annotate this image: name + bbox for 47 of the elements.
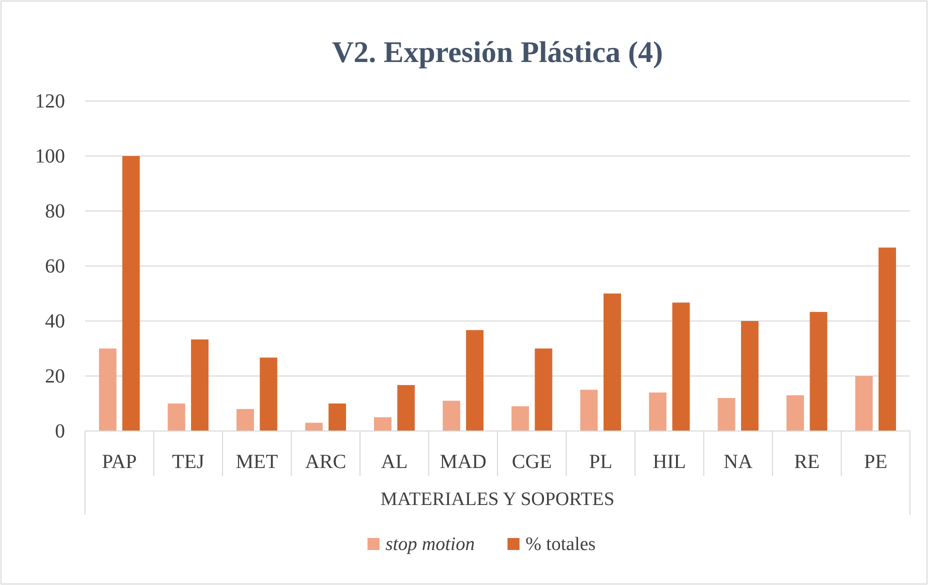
bar xyxy=(580,390,598,431)
bar xyxy=(718,398,736,431)
legend-label: % totales xyxy=(526,534,596,555)
bar xyxy=(374,417,392,431)
bar xyxy=(878,248,896,431)
x-axis-title: MATERIALES Y SOPORTES xyxy=(380,489,614,510)
bar xyxy=(534,348,552,431)
bar xyxy=(191,339,209,431)
y-tick-label: 40 xyxy=(45,310,65,332)
bar xyxy=(122,156,140,431)
x-tick-label: CGE xyxy=(512,451,552,473)
y-tick-label: 100 xyxy=(35,145,65,168)
bar xyxy=(741,321,759,431)
x-tick-label: MET xyxy=(236,451,278,473)
x-tick-label: PAP xyxy=(102,451,137,473)
x-tick-label: RE xyxy=(794,451,820,473)
bar xyxy=(855,376,873,431)
x-tick-label: TEJ xyxy=(172,451,204,473)
x-tick-label: HIL xyxy=(652,451,686,473)
y-tick-label: 20 xyxy=(45,365,65,388)
bar xyxy=(442,400,460,431)
bar xyxy=(648,392,666,431)
x-tick-label: PE xyxy=(864,451,888,473)
x-tick-label: MAD xyxy=(440,451,486,473)
bar xyxy=(168,404,186,431)
bar xyxy=(98,348,116,431)
x-tick-label: NA xyxy=(724,451,754,473)
legend-label: stop motion xyxy=(386,534,475,555)
bar xyxy=(672,302,690,431)
bar xyxy=(260,358,278,431)
y-tick-label: 120 xyxy=(35,90,65,112)
bar xyxy=(397,385,415,431)
bar xyxy=(305,422,323,431)
x-tick-label: AL xyxy=(381,451,408,473)
chart-title: V2. Expresión Plástica (4) xyxy=(332,36,664,69)
bar xyxy=(328,404,346,431)
y-tick-label: 0 xyxy=(55,420,65,442)
bar xyxy=(604,294,622,431)
x-tick-label: PL xyxy=(588,451,612,473)
bar xyxy=(236,409,254,431)
x-tick-label: ARC xyxy=(305,451,346,473)
y-tick-label: 80 xyxy=(45,200,65,222)
bar xyxy=(466,330,484,431)
y-tick-label: 60 xyxy=(45,255,65,278)
bar xyxy=(511,406,529,431)
bar xyxy=(786,395,804,431)
bar xyxy=(810,312,828,431)
